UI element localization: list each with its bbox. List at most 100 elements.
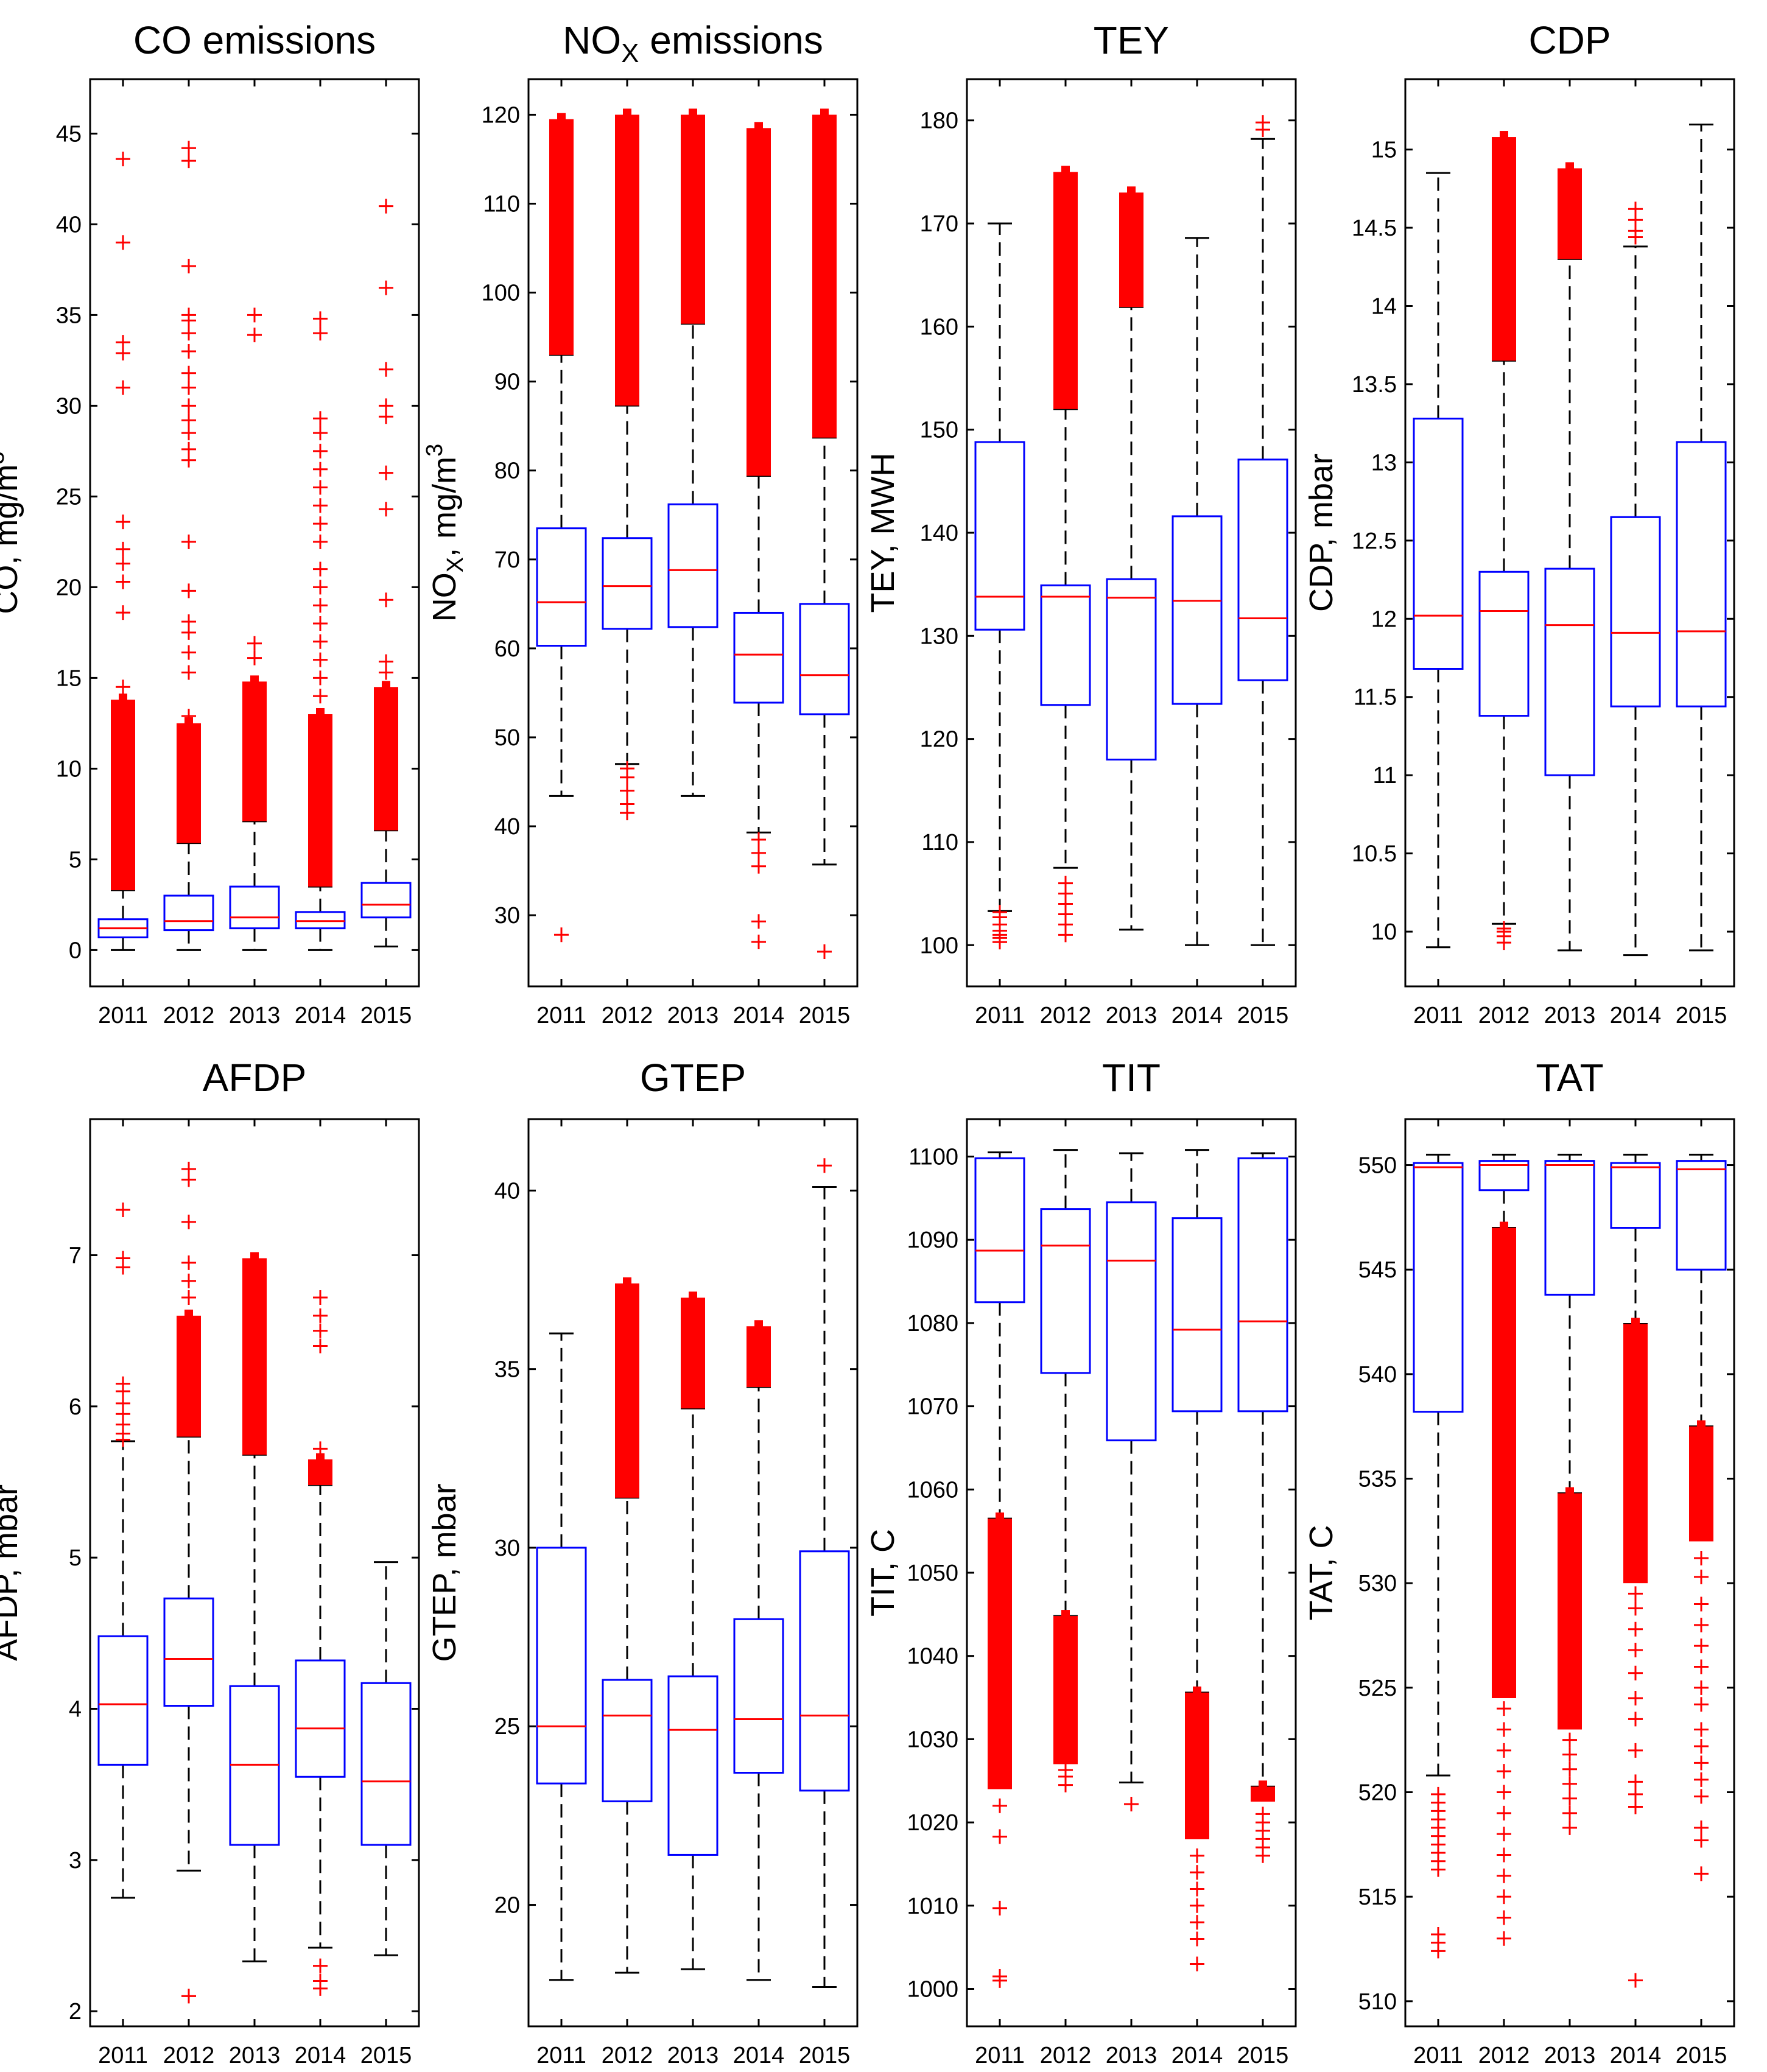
outlier-point xyxy=(1562,1732,1577,1747)
outlier-point xyxy=(1628,1973,1643,1988)
box-2013 xyxy=(229,1252,280,1962)
outlier-point xyxy=(1497,1743,1511,1758)
iqr-box xyxy=(974,441,1025,631)
outlier-band xyxy=(1689,1426,1713,1542)
y-tick-label: 25 xyxy=(56,484,82,510)
outlier-point xyxy=(116,1376,130,1391)
y-tick-label: 1070 xyxy=(907,1394,958,1420)
outlier-band-cap xyxy=(689,108,697,121)
box-2013 xyxy=(667,1291,718,1970)
x-tick-label: 2015 xyxy=(1676,1003,1727,1028)
outlier-point xyxy=(992,1829,1007,1844)
outlier-point xyxy=(1694,1659,1709,1674)
y-tick-label: 40 xyxy=(494,1178,520,1204)
box-2011 xyxy=(974,1151,1025,1988)
outlier-point xyxy=(1694,1833,1709,1848)
iqr-box xyxy=(229,885,280,930)
outlier-point xyxy=(181,141,196,156)
y-tick-label: 10 xyxy=(56,756,82,782)
outlier-band xyxy=(374,687,398,831)
outlier-point xyxy=(992,1900,1007,1916)
outlier-point xyxy=(181,365,196,381)
outlier-band-cap xyxy=(1631,1318,1640,1330)
x-tick-label: 2011 xyxy=(536,2043,586,2068)
outlier-point xyxy=(181,426,196,441)
outlier-point xyxy=(181,1161,196,1176)
y-tick-label: 160 xyxy=(920,314,958,340)
plot-frame xyxy=(89,78,420,988)
outlier-band xyxy=(1053,172,1078,409)
outlier-band-cap xyxy=(1259,1780,1267,1793)
outlier-band xyxy=(549,119,574,355)
y-axis-label: CDP, mbar xyxy=(1303,454,1340,612)
y-tick-label: 20 xyxy=(56,575,82,600)
x-tick-label: 2011 xyxy=(1413,1003,1463,1028)
outlier-point xyxy=(181,665,196,680)
y-tick-label: 1060 xyxy=(907,1477,958,1503)
y-tick-label: 1040 xyxy=(907,1644,958,1670)
outlier-point xyxy=(1562,1776,1577,1791)
x-tick-label: 2012 xyxy=(163,2043,215,2068)
y-tick-label: 6 xyxy=(69,1394,82,1420)
box-2014 xyxy=(1172,237,1223,946)
outlier-band xyxy=(746,1326,771,1387)
outlier-point xyxy=(1694,1789,1709,1804)
outlier-band xyxy=(1558,1493,1582,1730)
x-tick-label: 2012 xyxy=(1478,1003,1530,1028)
outlier-point xyxy=(116,514,130,530)
outlier-point xyxy=(116,541,130,557)
y-axis-label: TAT, C xyxy=(1303,1525,1340,1621)
plot-frame xyxy=(1404,78,1735,988)
box-2013 xyxy=(1106,1152,1157,1812)
y-tick-label: 180 xyxy=(920,108,958,134)
outlier-point xyxy=(1497,1764,1511,1779)
x-tick-label: 2013 xyxy=(229,1003,281,1028)
box-2015 xyxy=(799,108,850,960)
x-tick-label: 2013 xyxy=(667,2043,719,2068)
outlier-point xyxy=(181,708,196,723)
outlier-point xyxy=(620,761,634,776)
y-axis-label: NOX, mg/m3 xyxy=(422,444,468,622)
iqr-box xyxy=(163,1597,214,1707)
box-2014 xyxy=(733,1320,784,1981)
outlier-band xyxy=(615,114,639,406)
y-tick-label: 35 xyxy=(56,303,82,328)
y-tick-label: 70 xyxy=(494,547,520,573)
iqr-box xyxy=(1610,516,1661,708)
iqr-box xyxy=(1237,1157,1288,1413)
outlier-point xyxy=(313,1973,328,1989)
outlier-point xyxy=(313,1441,328,1456)
box-2012 xyxy=(1478,131,1530,950)
y-tick-label: 14.5 xyxy=(1352,216,1397,241)
outlier-point xyxy=(1497,1701,1511,1716)
x-tick-label: 2011 xyxy=(975,1003,1025,1028)
outlier-point xyxy=(181,1214,196,1229)
y-tick-label: 14 xyxy=(1371,294,1397,320)
box-2015 xyxy=(360,1561,412,1956)
box-2011 xyxy=(1413,1153,1464,1959)
plot-frame xyxy=(527,1118,859,2028)
x-tick-label: 2014 xyxy=(1172,2043,1223,2068)
y-tick-label: 150 xyxy=(920,418,958,443)
panel-co-emissions: CO emissions CO, mg/m3 0 5 10 15 20 25 30 35 40 45 2… xyxy=(0,18,420,1028)
outlier-point xyxy=(1497,1889,1511,1905)
outlier-point xyxy=(1628,1786,1643,1802)
outlier-band xyxy=(1492,1227,1516,1698)
y-tick-label: 140 xyxy=(920,521,958,546)
y-tick-label: 535 xyxy=(1358,1467,1397,1492)
box-2011 xyxy=(97,152,149,951)
panel-title: CDP xyxy=(1528,18,1611,62)
outlier-point xyxy=(1562,1761,1577,1777)
outlier-band xyxy=(1623,1324,1648,1584)
outlier-point xyxy=(1497,1868,1511,1883)
y-tick-label: 80 xyxy=(494,458,520,484)
outlier-point xyxy=(313,516,328,532)
outlier-point xyxy=(1694,1697,1709,1712)
box-2015 xyxy=(1676,124,1727,952)
y-tick-label: 1050 xyxy=(907,1561,958,1586)
outlier-point xyxy=(620,796,634,812)
y-tick-label: 170 xyxy=(920,211,958,237)
outlier-point xyxy=(1497,921,1511,936)
panel-tit: TIT TIT, C 1000 1010 1020 1030 1040 1050 1060 107… xyxy=(865,1056,1297,2068)
outlier-point xyxy=(1562,1791,1577,1806)
